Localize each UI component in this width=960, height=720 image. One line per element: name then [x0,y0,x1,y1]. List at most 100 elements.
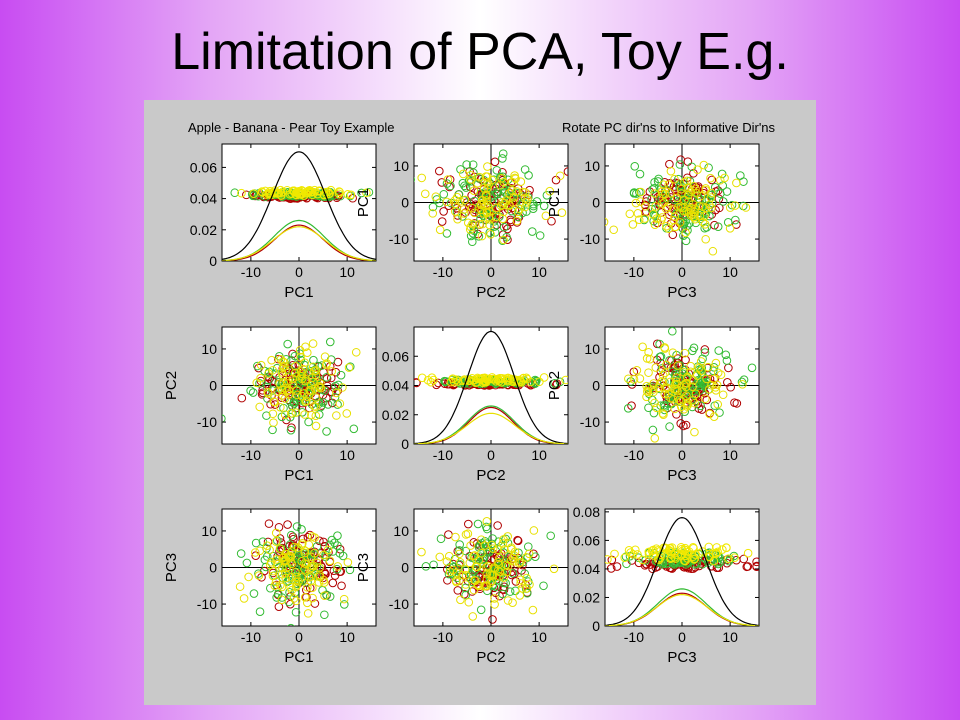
pear-point [466,231,476,241]
banana-point [515,204,525,214]
x-tick-label: 0 [487,264,495,280]
banana-point [629,374,639,384]
subplot-1-1: -10 0 10 0 0.02 0.04 0.06 PC1 [190,143,377,301]
banana-point [287,409,296,418]
y-tick-label: 0.04 [382,378,409,394]
y-axis-label: PC1 [355,188,372,217]
pear-point [222,414,226,423]
banana-point [701,234,710,244]
banana-point [488,571,498,580]
y-tick-label: 0.06 [190,159,217,175]
banana-point [709,412,719,421]
banana-point [482,569,492,579]
pear-point [664,558,673,568]
banana-point [466,175,475,184]
pear-point [635,169,645,179]
banana-point [291,596,301,606]
apple-point [274,522,284,532]
banana-point [468,612,478,621]
banana-point [302,598,312,608]
pear-point [286,530,296,540]
banana-point [508,598,517,608]
x-tick-label: 10 [722,264,738,280]
banana-point [286,557,295,566]
banana-point [648,385,658,394]
banana-point [285,551,295,561]
banana-point [660,343,669,352]
pear-point [455,546,464,555]
pear-point [345,362,355,371]
banana-point [716,370,726,380]
banana-point [275,544,285,553]
pear-point [715,408,724,417]
pear-point [325,540,335,550]
pear-point [330,393,340,402]
x-axis-label: PC3 [667,649,696,666]
banana-point [496,373,506,383]
banana-point [351,347,361,357]
apple-point [337,581,346,591]
x-tick-label: -10 [624,447,644,463]
apple-point [702,395,712,405]
banana-point [291,361,300,371]
banana-point [681,382,691,392]
banana-point [485,220,495,230]
banana-point [294,188,303,197]
apple-point [493,521,502,530]
banana-point [633,209,643,218]
banana-point [644,368,653,377]
banana-point [280,410,290,419]
banana-point [713,400,723,409]
banana-point [249,189,258,199]
banana-point [718,390,728,400]
plot-content [605,144,759,261]
banana-point [666,393,676,403]
banana-point [305,385,314,395]
banana-point [638,342,647,352]
pear-point [665,422,674,431]
x-tick-label: -10 [624,629,644,645]
pear-point [532,197,542,206]
x-axis-label: PC3 [667,284,696,301]
banana-point [343,189,353,199]
banana-point [724,554,733,563]
banana-point [300,410,309,419]
banana-point [322,359,332,368]
x-axis-label: PC1 [284,649,313,666]
pear-point [665,356,674,365]
pear-point [330,538,339,548]
pear-point [629,189,639,198]
pear-point [707,198,717,208]
banana-point [308,362,318,372]
apple-point [714,194,724,204]
banana-point [510,171,519,180]
banana-point [300,548,310,558]
banana-point [610,549,619,559]
x-axis-label: PC2 [476,649,505,666]
pear-point [455,540,464,549]
apple-point [498,168,507,177]
banana-point [659,180,668,190]
banana-point [506,374,515,384]
pear-point [499,578,508,588]
banana-point [684,547,694,556]
pear-point [649,183,659,193]
banana-point [492,203,501,213]
banana-point [672,385,681,394]
pear-point [648,425,658,435]
banana-point [665,377,675,387]
banana-point [461,571,471,580]
banana-point [642,392,651,402]
banana-point [490,600,499,609]
banana-point [682,372,692,382]
x-tick-label: 10 [339,629,355,645]
banana-point [255,402,264,412]
banana-point [305,564,315,574]
banana-point [701,185,710,195]
banana-point [720,173,729,183]
banana-point [291,582,301,592]
banana-point [516,177,526,186]
pear-point [671,371,680,381]
subplot-2-1: -10 0 10 -10 0 10 PC1 PC2 [163,326,377,484]
x-axis-label: PC2 [476,284,505,301]
